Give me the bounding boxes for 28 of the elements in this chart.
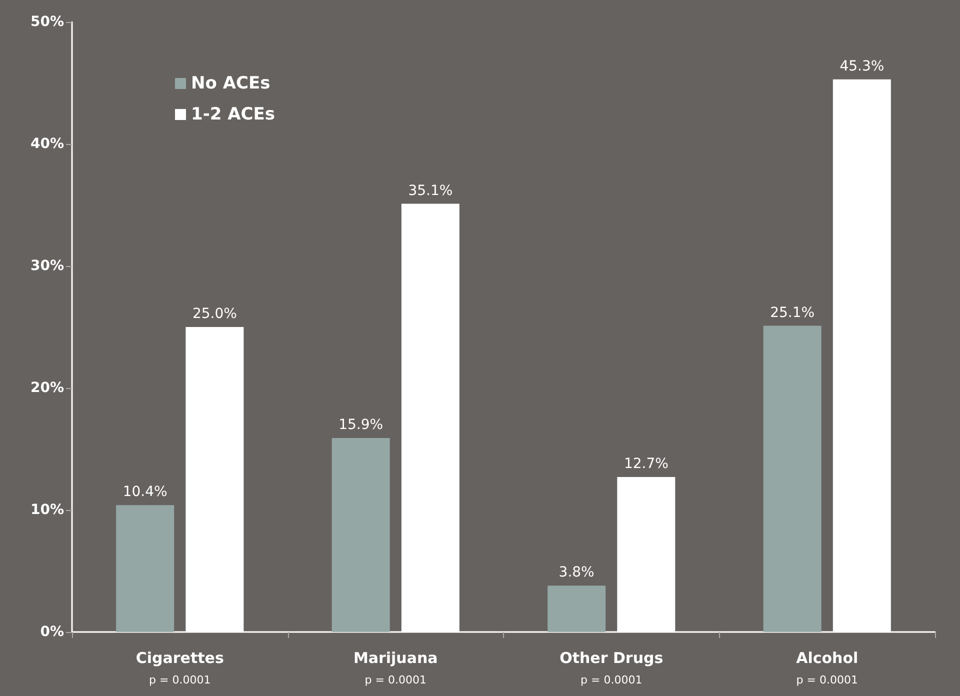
- text: p = 0.0001: [149, 674, 211, 686]
- y-tick-label: 10%: [30, 502, 64, 518]
- y-tick-label: 50%: [30, 14, 64, 30]
- text: p = 0.0001: [580, 674, 642, 686]
- bar: [332, 438, 390, 632]
- data-label: 45.3%: [840, 58, 884, 74]
- x-tick-label: Marijuana: [353, 649, 438, 667]
- bar: [548, 586, 606, 632]
- y-tick-label: 20%: [30, 380, 64, 396]
- data-label: 3.8%: [558, 564, 594, 581]
- data-label: 12.7%: [624, 456, 668, 472]
- x-tick-label: Other Drugs: [560, 649, 664, 667]
- data-label: 35.1%: [408, 182, 453, 199]
- x-tick-label: Cigarettes: [136, 649, 224, 667]
- data-label: 10.4%: [122, 484, 168, 500]
- x-tick-label: Alcohol: [796, 649, 858, 667]
- y-tick-label: 0%: [40, 624, 64, 640]
- data-label: 25.1%: [770, 304, 815, 321]
- text: p = 0.0001: [364, 674, 426, 686]
- legend-label: No ACEs: [191, 74, 270, 94]
- bar: [763, 326, 822, 632]
- bar: [116, 505, 174, 632]
- data-label: 25.0%: [192, 306, 237, 322]
- data-label: 15.9%: [338, 417, 384, 434]
- y-tick-label: 30%: [30, 258, 64, 274]
- text: p = 0.0001: [796, 674, 858, 686]
- legend-label: 1-2 ACEs: [191, 104, 275, 124]
- y-tick-label: 40%: [30, 136, 64, 152]
